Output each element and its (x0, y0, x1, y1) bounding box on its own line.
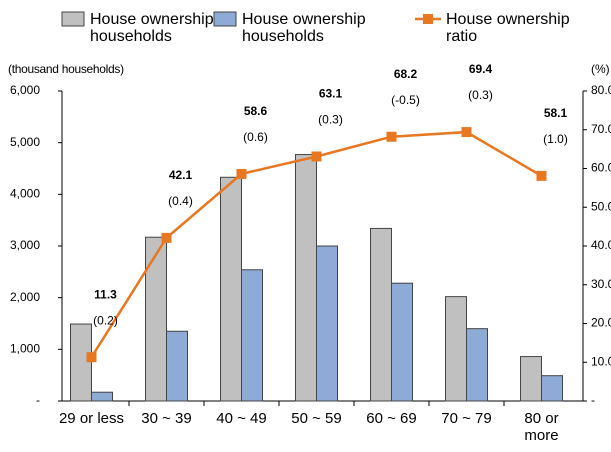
legend-label: House ownership households (242, 11, 366, 45)
change-label: (0.3) (468, 88, 493, 102)
x-tick-label: 70 ~ 79 (441, 410, 492, 427)
data-label: 68.2 (394, 67, 418, 81)
change-label: (0.4) (168, 194, 193, 208)
change-label: (0.3) (318, 113, 343, 127)
y2-axis-label: (%) (591, 62, 610, 76)
data-label: 69.4 (469, 62, 493, 76)
legend-label: House ownership ratio (446, 11, 570, 45)
bar (70, 323, 92, 402)
bar (541, 375, 563, 402)
bar (316, 245, 338, 402)
y-axis-label: (thousand households) (8, 62, 124, 76)
legend-label: House ownership households (90, 11, 214, 45)
change-label: (1.0) (543, 132, 568, 146)
legend-marker (423, 14, 433, 24)
y-tick-label: 3,000 (10, 238, 40, 252)
bar (391, 282, 413, 402)
y2-tick-label: 60.0 (591, 161, 611, 175)
change-label: (0.2) (93, 313, 118, 327)
legend-swatch (61, 11, 85, 27)
data-label: 42.1 (169, 168, 193, 182)
data-label: 58.1 (544, 106, 568, 120)
bar (91, 391, 113, 402)
line-marker (461, 127, 472, 138)
x-tick-label: 60 ~ 69 (366, 410, 417, 427)
y-tick-label: - (36, 393, 40, 407)
legend-swatch (213, 11, 237, 27)
data-label: 58.6 (244, 104, 268, 118)
line-marker (161, 232, 172, 243)
y-tick-label: 4,000 (10, 187, 40, 201)
line-marker (386, 131, 397, 142)
y2-tick-label: 30.0 (591, 277, 611, 291)
bar (220, 176, 242, 402)
x-tick-label: 80 or more (524, 410, 559, 444)
y-tick-label: 5,000 (10, 135, 40, 149)
bar (241, 269, 263, 402)
line-marker (236, 168, 247, 179)
line-marker (311, 151, 322, 162)
y2-tick-label: 40.0 (591, 238, 611, 252)
bar (295, 154, 317, 402)
x-tick-label: 40 ~ 49 (216, 410, 267, 427)
bar (145, 236, 167, 402)
data-label: 11.3 (94, 287, 117, 301)
y-tick-label: 6,000 (10, 83, 40, 97)
bar (445, 296, 467, 402)
y2-tick-label: - (591, 393, 595, 407)
y-tick-label: 1,000 (10, 342, 40, 356)
x-tick-label: 30 ~ 39 (141, 410, 192, 427)
x-tick-label: 50 ~ 59 (291, 410, 342, 427)
x-tick-label: 29 or less (58, 410, 125, 427)
bar (466, 328, 488, 402)
bar (370, 227, 392, 402)
y2-tick-label: 50.0 (591, 199, 611, 213)
change-label: (-0.5) (391, 93, 420, 107)
y2-tick-label: 70.0 (591, 122, 611, 136)
bar (520, 356, 542, 402)
y2-tick-label: 10.0 (591, 354, 611, 368)
y2-tick-label: 80.0 (591, 83, 611, 97)
line-marker (536, 170, 547, 181)
line-marker (86, 352, 97, 363)
change-label: (0.6) (243, 130, 268, 144)
bar (166, 330, 188, 402)
y-tick-label: 2,000 (10, 290, 40, 304)
y2-tick-label: 20.0 (591, 316, 611, 330)
data-label: 63.1 (319, 87, 343, 101)
